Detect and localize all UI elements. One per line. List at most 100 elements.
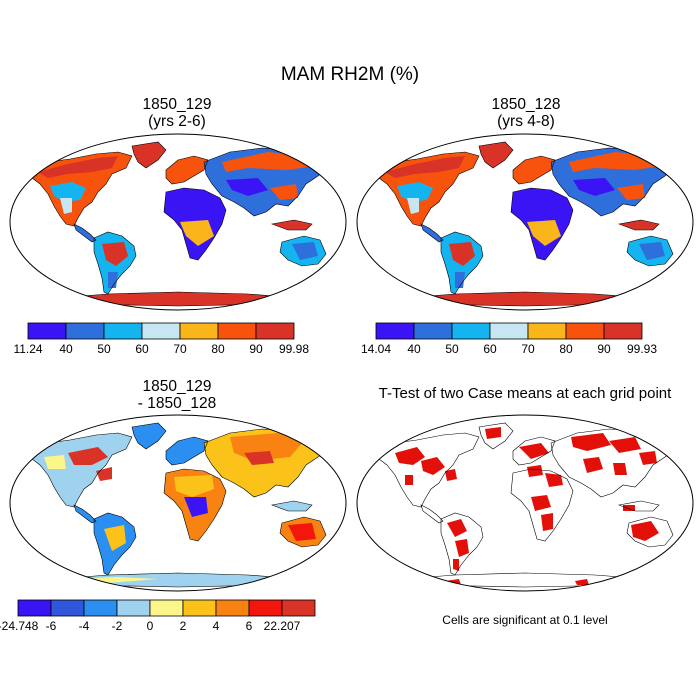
significant-cell-cluster [519, 443, 549, 459]
panel-title-top-left: 1850_129 (yrs 2-6) [47, 96, 307, 130]
land-centralAmerica [74, 224, 96, 242]
field-patch [102, 242, 128, 266]
coastline-indonesia [617, 219, 660, 231]
field-patch [96, 467, 112, 481]
colorbar-box [141, 322, 181, 340]
map-field [376, 141, 678, 307]
coastline-indonesia [270, 500, 313, 512]
map-field [29, 141, 331, 307]
colorbar-tick-label: 60 [483, 342, 497, 356]
coastline-africa [510, 187, 574, 261]
land-centralAmerica [421, 224, 443, 242]
field-patch [50, 182, 86, 202]
colorbar-tick-label: 60 [135, 342, 149, 356]
land-antarctica [403, 292, 647, 306]
land-greenland [132, 423, 166, 449]
colorbar-box [451, 322, 491, 340]
coastline-australia [279, 235, 327, 267]
significant-cell-cluster [445, 469, 457, 481]
colorbar-box [527, 322, 567, 340]
colorbar-box [149, 599, 184, 617]
panel-title-line1: 1850_128 [491, 96, 561, 113]
field-patch [449, 242, 475, 266]
coastline-indonesia [617, 500, 660, 512]
map-panel-case-128 [356, 133, 694, 311]
panel-title-top-right: 1850_128 (yrs 4-8) [396, 96, 656, 130]
panel-title-line2: - 1850_128 [137, 395, 217, 412]
field-patch [244, 451, 274, 465]
land-indonesia [619, 220, 659, 230]
field-patch [288, 523, 316, 541]
land-greenland [479, 142, 513, 168]
colorbar-tick-label: 14.04 [361, 342, 391, 356]
significant-cell-cluster [623, 505, 635, 511]
colorbar-box [375, 322, 415, 340]
panel-title-line2: (yrs 2-6) [148, 113, 206, 130]
colorbar-tick-label: -4 [79, 619, 90, 633]
colorbar-box [217, 322, 257, 340]
map-field [29, 422, 331, 588]
colorbar-box [182, 599, 217, 617]
colorbar-tick-label: 80 [559, 342, 573, 356]
coastline-southAmerica [440, 512, 484, 576]
panel-title-bottom-right: T-Test of two Case means at each grid po… [378, 385, 672, 402]
colorbar-tick-label: 50 [97, 342, 111, 356]
significant-cell-cluster [575, 579, 589, 585]
significant-cell-cluster [527, 465, 543, 477]
field-patch [292, 242, 318, 260]
field-patch [174, 475, 214, 497]
colorbar-tick-label: 50 [445, 342, 459, 356]
significant-cell-cluster [485, 427, 501, 439]
significant-cell-cluster [453, 559, 459, 571]
colorbar-tick-label: -2 [112, 619, 123, 633]
map-panel-difference [9, 414, 347, 592]
field-patch [104, 525, 126, 551]
colorbar-tick-label: 11.24 [13, 342, 42, 356]
map-panel-case-129 [9, 133, 347, 311]
field-patch [180, 220, 214, 246]
field-patch [407, 198, 419, 214]
field-patch [44, 455, 66, 469]
colorbar-tick-label: 2 [180, 619, 187, 633]
coastline-southAmerica [440, 231, 484, 295]
significant-cell-cluster [395, 447, 425, 465]
colorbar-tick-label: -24.748 [0, 619, 39, 633]
land-indonesia [272, 220, 312, 230]
coastline-greenland [131, 422, 167, 450]
land-northAmerica [30, 433, 132, 507]
significant-cell-cluster [421, 457, 445, 475]
significant-cell-cluster [405, 475, 413, 485]
coastline-australia [626, 516, 674, 548]
coastline-indonesia [270, 219, 313, 231]
map-frame [356, 133, 694, 311]
significant-cell-cluster [571, 433, 611, 451]
coastline-europe [512, 155, 556, 185]
map-frame [9, 133, 347, 311]
significance-note: Cells are significant at 0.1 level [442, 613, 608, 627]
colorbar-tick-label: 90 [597, 342, 611, 356]
land-europe [166, 437, 208, 465]
field-patch [527, 220, 561, 246]
colorbar-box [65, 322, 105, 340]
land-europe [166, 156, 208, 184]
colorbar-tick-label: 90 [249, 342, 263, 356]
colorbar-box [179, 322, 219, 340]
colorbar-box [489, 322, 529, 340]
coastline-greenland [478, 422, 514, 450]
land-centralAmerica [421, 505, 443, 523]
field-patch [270, 184, 298, 200]
coastline-africa [163, 187, 227, 261]
colorbar-tick-label: 99.93 [627, 342, 657, 356]
coastline-australia [279, 516, 327, 548]
land-antarctica [56, 292, 300, 306]
map-frame [356, 414, 694, 592]
colorbar-tick-label: -6 [46, 619, 57, 633]
colorbar-box [413, 322, 453, 340]
coastline-northAmerica [29, 151, 133, 227]
panel-title-line2: (yrs 4-8) [497, 113, 555, 130]
land-indonesia [272, 501, 312, 511]
colorbar-box [116, 599, 151, 617]
colorbar-box [565, 322, 605, 340]
colorbar-box [215, 599, 250, 617]
field-patch [519, 192, 563, 210]
